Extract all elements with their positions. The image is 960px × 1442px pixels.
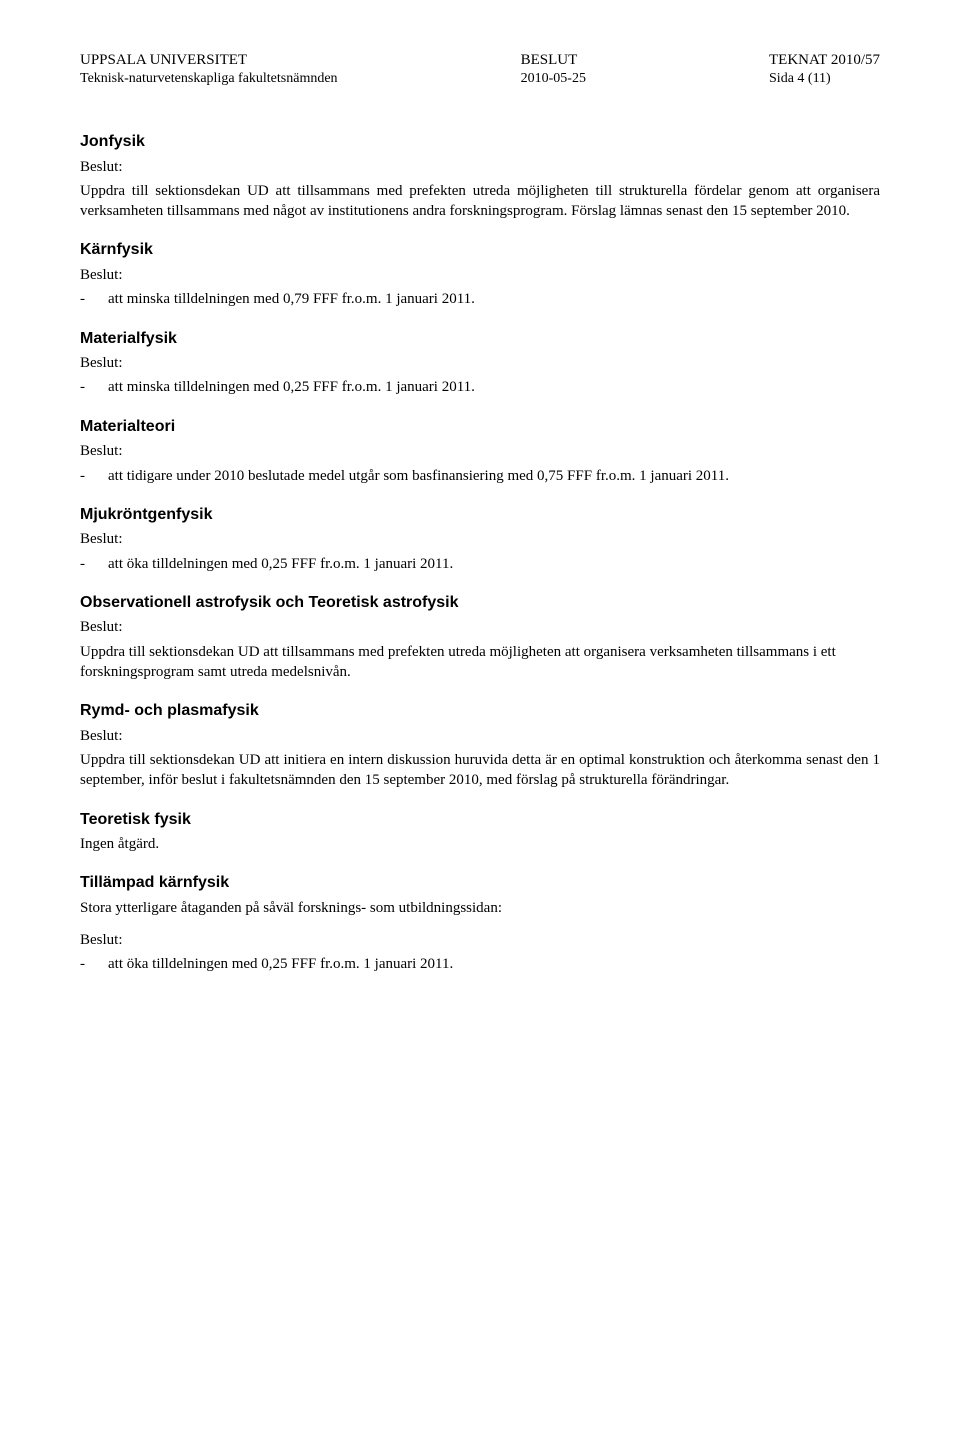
beslut-label: Beslut: <box>80 265 880 285</box>
bullet-list: -att minska tilldelningen med 0,79 FFF f… <box>80 289 880 309</box>
beslut-label: Beslut: <box>80 529 880 549</box>
sub-text-tillampad: Stora ytterligare åtaganden på såväl for… <box>80 898 880 918</box>
bullet-list: -att öka tilldelningen med 0,25 FFF fr.o… <box>80 554 880 574</box>
section-heading-jonfysik: Jonfysik <box>80 131 880 153</box>
body-text-teoretisk: Ingen åtgärd. <box>80 834 880 854</box>
header-right: TEKNAT 2010/57 Sida 4 (11) <box>769 50 880 89</box>
dash-icon: - <box>80 289 108 309</box>
body-text-observationell: Uppdra till sektionsdekan UD att tillsam… <box>80 642 880 683</box>
page-header: UPPSALA UNIVERSITET Teknisk-naturvetensk… <box>80 50 880 89</box>
section-heading-karnfysik: Kärnfysik <box>80 239 880 261</box>
beslut-label: Beslut: <box>80 726 880 746</box>
bullet-list: -att minska tilldelningen med 0,25 FFF f… <box>80 377 880 397</box>
dash-icon: - <box>80 466 108 486</box>
header-doc-type: BESLUT <box>521 50 586 70</box>
bullet-text: att öka tilldelningen med 0,25 FFF fr.o.… <box>108 554 453 574</box>
header-org: UPPSALA UNIVERSITET <box>80 50 338 70</box>
body-text-rymd: Uppdra till sektionsdekan UD att initier… <box>80 750 880 791</box>
section-heading-materialteori: Materialteori <box>80 416 880 438</box>
bullet-list: -att tidigare under 2010 beslutade medel… <box>80 466 880 486</box>
section-heading-materialfysik: Materialfysik <box>80 328 880 350</box>
beslut-label: Beslut: <box>80 353 880 373</box>
section-heading-observationell: Observationell astrofysik och Teoretisk … <box>80 592 880 614</box>
beslut-label: Beslut: <box>80 157 880 177</box>
beslut-label: Beslut: <box>80 617 880 637</box>
beslut-label: Beslut: <box>80 930 880 950</box>
header-center: BESLUT 2010-05-25 <box>521 50 586 89</box>
beslut-label: Beslut: <box>80 441 880 461</box>
header-dept: Teknisk-naturvetenskapliga fakultetsnämn… <box>80 70 338 89</box>
list-item: -att öka tilldelningen med 0,25 FFF fr.o… <box>80 554 880 574</box>
section-heading-tillampad: Tillämpad kärnfysik <box>80 872 880 894</box>
header-date: 2010-05-25 <box>521 70 586 89</box>
section-heading-rymd: Rymd- och plasmafysik <box>80 700 880 722</box>
dash-icon: - <box>80 554 108 574</box>
bullet-text: att minska tilldelningen med 0,25 FFF fr… <box>108 377 475 397</box>
bullet-text: att tidigare under 2010 beslutade medel … <box>108 466 729 486</box>
dash-icon: - <box>80 377 108 397</box>
list-item: -att tidigare under 2010 beslutade medel… <box>80 466 880 486</box>
section-heading-teoretisk: Teoretisk fysik <box>80 809 880 831</box>
body-text-jonfysik: Uppdra till sektionsdekan UD att tillsam… <box>80 181 880 222</box>
bullet-list: -att öka tilldelningen med 0,25 FFF fr.o… <box>80 954 880 974</box>
header-page: Sida 4 (11) <box>769 70 880 89</box>
bullet-text: att minska tilldelningen med 0,79 FFF fr… <box>108 289 475 309</box>
header-ref: TEKNAT 2010/57 <box>769 50 880 70</box>
list-item: -att minska tilldelningen med 0,79 FFF f… <box>80 289 880 309</box>
dash-icon: - <box>80 954 108 974</box>
list-item: -att minska tilldelningen med 0,25 FFF f… <box>80 377 880 397</box>
bullet-text: att öka tilldelningen med 0,25 FFF fr.o.… <box>108 954 453 974</box>
section-heading-mjukrontgenfysik: Mjukröntgenfysik <box>80 504 880 526</box>
list-item: -att öka tilldelningen med 0,25 FFF fr.o… <box>80 954 880 974</box>
header-left: UPPSALA UNIVERSITET Teknisk-naturvetensk… <box>80 50 338 89</box>
